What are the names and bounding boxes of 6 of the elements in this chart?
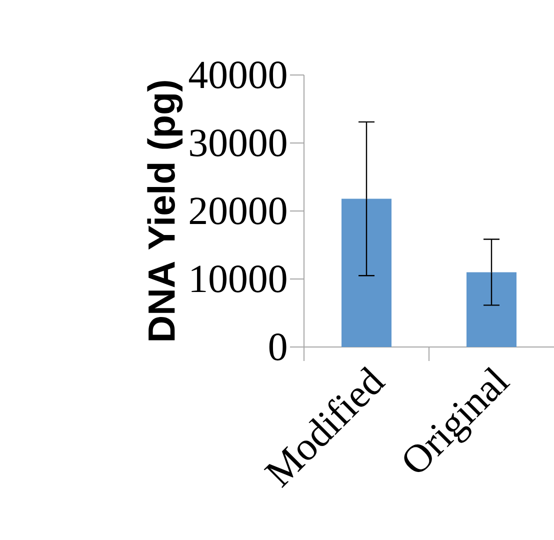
y-tick-label: 20000	[190, 198, 286, 224]
y-tick-label: 10000	[192, 266, 286, 292]
y-tick-label: 30000	[190, 130, 286, 156]
y-tick-label: 40000	[188, 62, 286, 88]
y-axis-title: DNA Yield (pg)	[147, 81, 183, 340]
y-tick-label: 0	[269, 334, 286, 360]
